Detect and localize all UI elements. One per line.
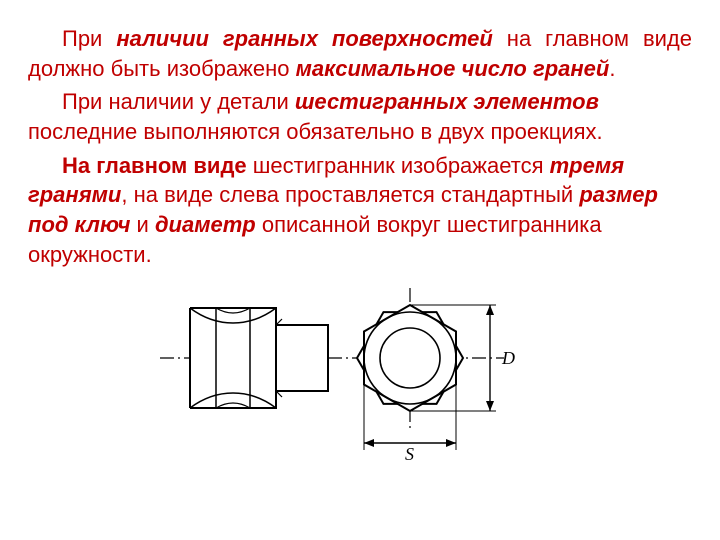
p3-t1: шестигранник изображается: [247, 153, 550, 178]
technical-drawing: D S: [28, 278, 692, 468]
label-s: S: [405, 444, 414, 464]
paragraph-1: При наличии гранных поверхностей на глав…: [28, 24, 692, 83]
p1-t0: При: [62, 26, 116, 51]
p3-t3: , на виде слева проставляется стандартны…: [121, 182, 579, 207]
label-d: D: [501, 348, 515, 368]
paragraph-2: При наличии у детали шестигранных элемен…: [28, 87, 692, 146]
paragraph-3: На главном виде шестигранник изображаетс…: [28, 151, 692, 270]
front-view: D S: [344, 288, 515, 464]
p3-t0: На главном виде: [62, 153, 247, 178]
p2-t2: последние выполняются обязательно в двух…: [28, 119, 603, 144]
p1-t1: наличии гранных поверхностей: [116, 26, 492, 51]
p3-t5: и: [130, 212, 155, 237]
p2-t0: При наличии у детали: [62, 89, 295, 114]
document-page: При наличии гранных поверхностей на глав…: [0, 0, 720, 478]
side-view: [190, 308, 328, 408]
p1-t3: максимальное число граней: [296, 56, 610, 81]
p1-t4: .: [609, 56, 615, 81]
p3-t6: диаметр: [155, 212, 256, 237]
drawing-svg: D S: [150, 278, 570, 468]
p2-t1: шестигранных элементов: [295, 89, 599, 114]
